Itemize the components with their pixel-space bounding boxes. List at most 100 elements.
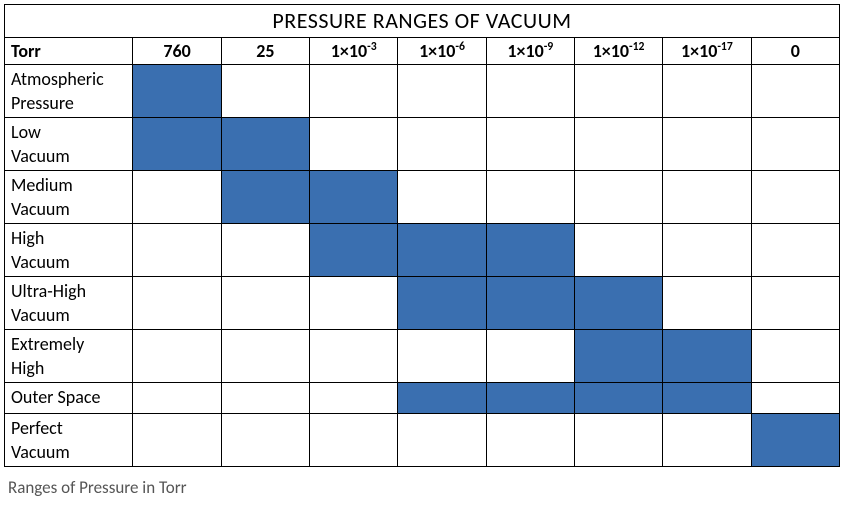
- cell: [221, 224, 309, 277]
- cell: [751, 330, 839, 383]
- cell: [398, 277, 486, 330]
- filled-cell: [575, 383, 662, 413]
- cell: [133, 414, 221, 467]
- row-label: MediumVacuum: [5, 171, 133, 224]
- filled-cell: [310, 224, 397, 276]
- row-label: ExtremelyHigh: [5, 330, 133, 383]
- row-label: Outer Space: [5, 383, 133, 414]
- cell: [574, 171, 662, 224]
- filled-cell: [487, 383, 574, 413]
- cell: [663, 118, 751, 171]
- cell: [398, 118, 486, 171]
- cell: [221, 277, 309, 330]
- table-row: MediumVacuum: [5, 171, 840, 224]
- header-col-7: 0: [751, 38, 839, 65]
- cell: [398, 224, 486, 277]
- row-label: LowVacuum: [5, 118, 133, 171]
- cell: [574, 224, 662, 277]
- header-col-1: 25: [221, 38, 309, 65]
- header-col-2: 1×10-3: [310, 38, 398, 65]
- table-title: PRESSURE RANGES OF VACUUM: [5, 5, 840, 38]
- cell: [398, 383, 486, 414]
- cell: [574, 65, 662, 118]
- cell: [221, 383, 309, 414]
- cell: [310, 330, 398, 383]
- filled-cell: [398, 277, 485, 329]
- cell: [751, 171, 839, 224]
- cell: [663, 330, 751, 383]
- cell: [398, 330, 486, 383]
- cell: [221, 171, 309, 224]
- filled-cell: [133, 118, 220, 170]
- header-col-3: 1×10-6: [398, 38, 486, 65]
- cell: [310, 224, 398, 277]
- cell: [486, 330, 574, 383]
- filled-cell: [222, 118, 309, 170]
- cell: [574, 414, 662, 467]
- cell: [486, 383, 574, 414]
- filled-cell: [310, 171, 397, 223]
- header-torr: Torr: [5, 38, 133, 65]
- cell: [133, 171, 221, 224]
- cell: [751, 277, 839, 330]
- cell: [310, 118, 398, 171]
- cell: [221, 414, 309, 467]
- cell: [221, 65, 309, 118]
- cell: [751, 414, 839, 467]
- filled-cell: [222, 171, 309, 223]
- cell: [133, 383, 221, 414]
- cell: [663, 383, 751, 414]
- cell: [398, 171, 486, 224]
- cell: [663, 171, 751, 224]
- cell: [751, 383, 839, 414]
- cell: [310, 414, 398, 467]
- filled-cell: [663, 330, 750, 382]
- cell: [221, 330, 309, 383]
- row-label: AtmosphericPressure: [5, 65, 133, 118]
- cell: [133, 330, 221, 383]
- filled-cell: [752, 414, 839, 466]
- table-row: AtmosphericPressure: [5, 65, 840, 118]
- cell: [221, 118, 309, 171]
- cell: [310, 277, 398, 330]
- cell: [486, 414, 574, 467]
- cell: [398, 414, 486, 467]
- row-label: PerfectVacuum: [5, 414, 133, 467]
- cell: [133, 118, 221, 171]
- cell: [486, 224, 574, 277]
- filled-cell: [398, 224, 485, 276]
- cell: [663, 414, 751, 467]
- cell: [310, 383, 398, 414]
- header-col-4: 1×10-9: [486, 38, 574, 65]
- vacuum-pressure-table: PRESSURE RANGES OF VACUUM Torr 760 25 1×…: [4, 4, 840, 467]
- filled-cell: [575, 277, 662, 329]
- filled-cell: [487, 224, 574, 276]
- table-body: AtmosphericPressureLowVacuumMediumVacuum…: [5, 65, 840, 467]
- filled-cell: [663, 383, 750, 413]
- cell: [663, 65, 751, 118]
- table-row: Ultra-HighVacuum: [5, 277, 840, 330]
- cell: [486, 65, 574, 118]
- cell: [574, 330, 662, 383]
- cell: [310, 65, 398, 118]
- cell: [486, 118, 574, 171]
- cell: [663, 224, 751, 277]
- filled-cell: [487, 277, 574, 329]
- filled-cell: [575, 330, 662, 382]
- table-row: PerfectVacuum: [5, 414, 840, 467]
- row-label: Ultra-HighVacuum: [5, 277, 133, 330]
- cell: [751, 65, 839, 118]
- cell: [663, 277, 751, 330]
- cell: [751, 224, 839, 277]
- cell: [133, 277, 221, 330]
- header-col-6: 1×10-17: [663, 38, 751, 65]
- cell: [486, 277, 574, 330]
- cell: [574, 383, 662, 414]
- header-col-0: 760: [133, 38, 221, 65]
- cell: [398, 65, 486, 118]
- table-row: HighVacuum: [5, 224, 840, 277]
- filled-cell: [398, 383, 485, 413]
- table-row: Outer Space: [5, 383, 840, 414]
- cell: [310, 171, 398, 224]
- header-col-5: 1×10-12: [574, 38, 662, 65]
